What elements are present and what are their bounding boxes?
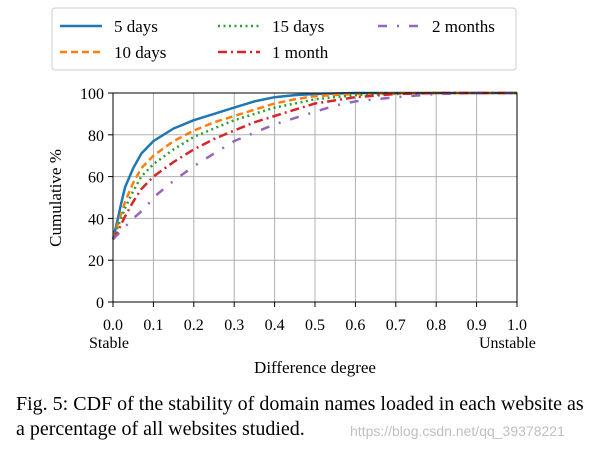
y-tick-label: 40 xyxy=(88,211,104,228)
legend-label: 15 days xyxy=(272,17,324,36)
legend-label: 1 month xyxy=(272,43,329,62)
x-tick-label: 0.3 xyxy=(224,317,244,334)
legend-label: 2 months xyxy=(432,17,495,36)
chart: 0.0 0.1 0.2 0.3 0.4 0.5 0.6 0.7 0.8 0.9 1.0 0 20 40 6… xyxy=(0,0,594,390)
x-tick-label: 1.0 xyxy=(507,317,527,334)
x-tick-label: 0.4 xyxy=(265,317,285,334)
x-tick-label: 0.9 xyxy=(467,317,487,334)
y-tick-label: 80 xyxy=(88,128,104,145)
x-tick-label: 0.0 xyxy=(103,317,123,334)
x-axis-ticks: 0.0 0.1 0.2 0.3 0.4 0.5 0.6 0.7 0.8 0.9 1.0 xyxy=(103,302,527,334)
x-tick-label: 0.5 xyxy=(305,317,325,334)
watermark: https://blog.csdn.net/qq_39378221 xyxy=(350,423,565,439)
x-tick-label: 0.6 xyxy=(345,317,365,334)
y-tick-label: 60 xyxy=(88,170,104,187)
x-end-label-stable: Stable xyxy=(89,335,129,352)
y-axis-title: Cumulative % xyxy=(46,149,65,247)
y-tick-label: 20 xyxy=(88,253,104,270)
x-tick-label: 0.2 xyxy=(184,317,204,334)
x-end-label-unstable: Unstable xyxy=(479,335,536,352)
x-tick-label: 0.8 xyxy=(426,317,446,334)
legend-label: 10 days xyxy=(114,43,166,62)
legend-label: 5 days xyxy=(114,17,158,36)
y-tick-label: 100 xyxy=(80,86,104,103)
x-tick-label: 0.1 xyxy=(143,317,163,334)
x-axis-title: Difference degree xyxy=(254,358,376,377)
grid xyxy=(113,93,517,302)
y-axis-ticks: 0 20 40 60 80 100 xyxy=(80,86,113,312)
y-tick-label: 0 xyxy=(96,295,104,312)
x-tick-label: 0.7 xyxy=(386,317,406,334)
